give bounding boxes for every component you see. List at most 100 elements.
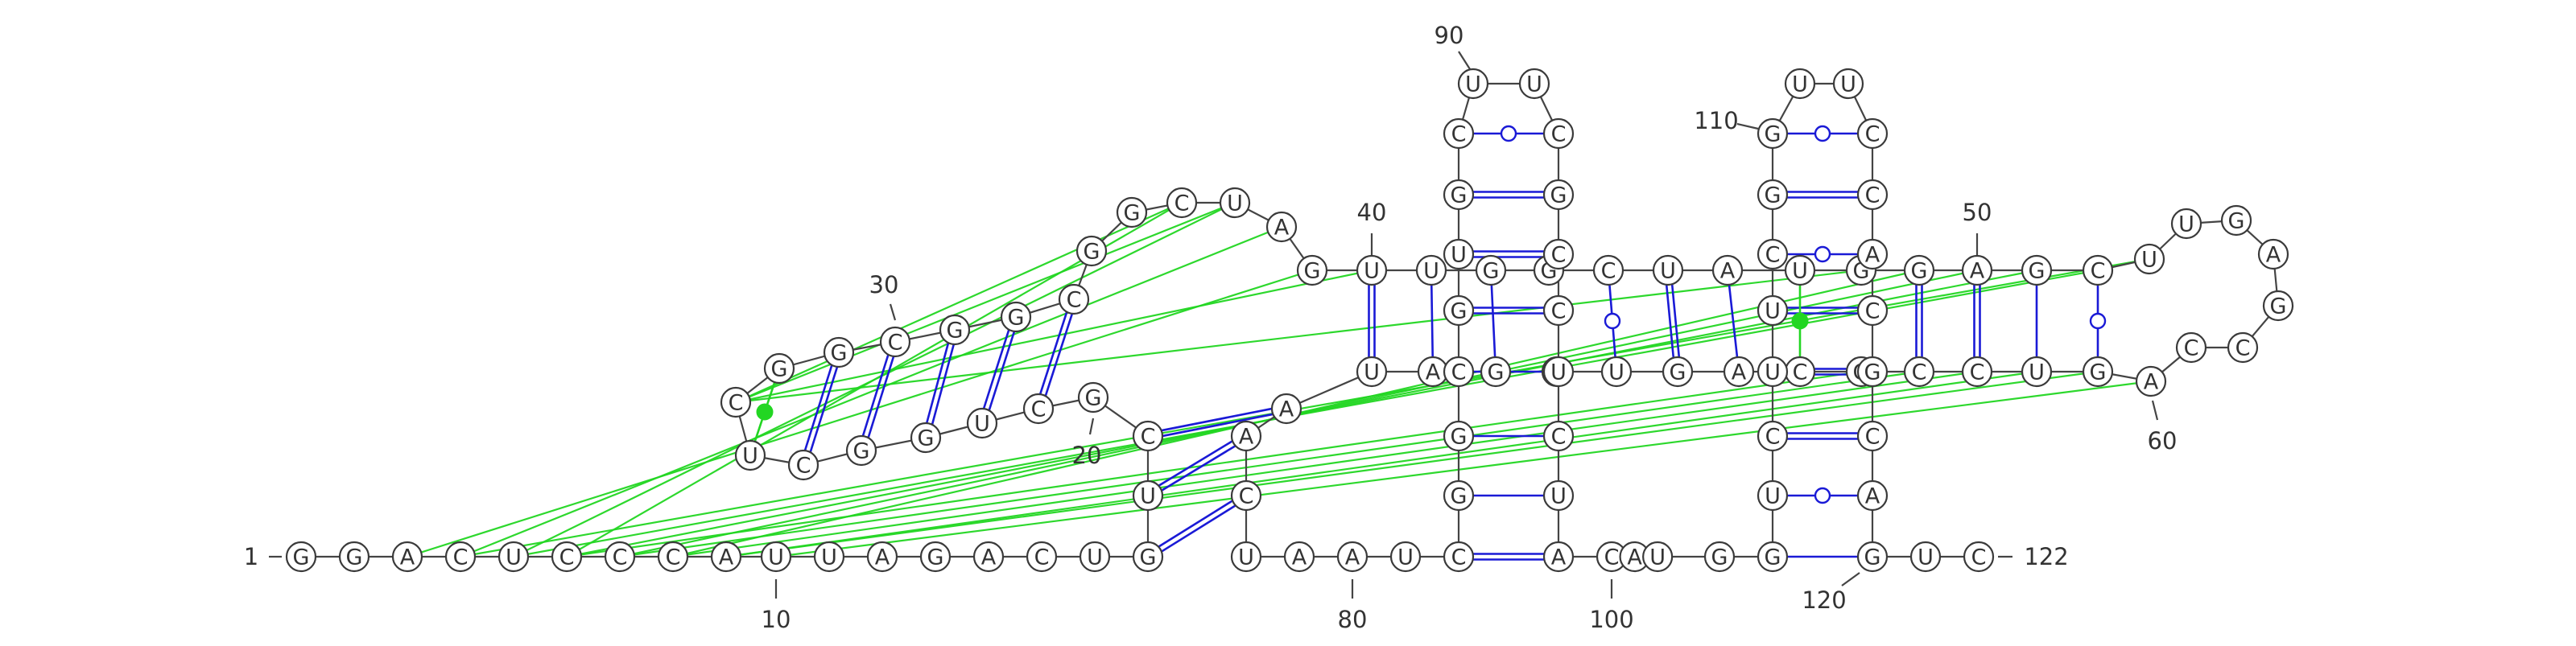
number-label-20: 20 [1072, 442, 1102, 469]
nucleotide-letter: A [1551, 545, 1567, 570]
nucleotide-letter: G [918, 426, 935, 451]
pseudoknot-27-36 [735, 201, 1183, 404]
nucleotide-letter: G [1911, 259, 1928, 284]
nucleotide-letter: U [1765, 360, 1781, 385]
nucleotide-61: G [2082, 356, 2114, 388]
nucleotide-circle [1757, 541, 1789, 573]
nucleotide-letter: C [1912, 360, 1927, 385]
nucleotide-circle [1443, 179, 1475, 211]
base-pair-45-68-b [1670, 284, 1681, 357]
nucleotide-5: U [497, 541, 530, 573]
nucleotide-57: G [2262, 290, 2294, 322]
number-label-40: 40 [1357, 199, 1387, 226]
nucleotide-17: G [1132, 541, 1164, 573]
nucleotide-circle [1642, 541, 1674, 573]
nucleotide-circle [497, 541, 530, 573]
nucleotide-circle [1856, 356, 1889, 388]
nucleotide-110: G [1757, 117, 1789, 150]
nucleotide-letter: A [1970, 259, 1985, 284]
nucleotide-circle [1711, 254, 1744, 286]
pseudoknot-9-61 [725, 370, 2099, 558]
nucleotide-18: U [1132, 479, 1164, 512]
nucleotide-circle [1356, 254, 1388, 286]
nucleotide-circle [1856, 420, 1889, 452]
nucleotide-circle [1443, 479, 1475, 512]
nucleotide-circle [1079, 541, 1111, 573]
nucleotide-circle [760, 541, 792, 573]
nucleotide-116: C [1856, 294, 1889, 327]
nucleotide-letter: C [1865, 122, 1880, 147]
nucleotide-91: C [1542, 117, 1575, 150]
nucleotide-circle [1296, 254, 1328, 286]
nucleotide-letter: G [1008, 306, 1025, 331]
nucleotide-circle [1856, 117, 1889, 150]
number-label-100: 100 [1589, 606, 1633, 633]
nucleotide-108: C [1757, 238, 1789, 270]
nucleotide-letter: U [974, 412, 990, 437]
nucleotide-circle [285, 541, 317, 573]
nucleotide-circle [1077, 381, 1109, 414]
nucleotide-38: A [1265, 211, 1298, 243]
nucleotide-letter: C [1604, 545, 1620, 570]
nucleotide-letter: U [506, 545, 522, 570]
nucleotide-113: C [1856, 117, 1889, 150]
nucleotide-117: G [1856, 356, 1889, 388]
nucleotide-60: A [2135, 365, 2167, 397]
nucleotide-circle [1356, 356, 1388, 388]
number-label-30: 30 [869, 271, 899, 298]
pseudoknot-6-65 [566, 370, 1862, 558]
nucleotide-circle [710, 541, 742, 573]
nucleotide-letter: G [346, 545, 363, 570]
tick-60 [2151, 400, 2159, 421]
nucleotide-letter: G [1550, 183, 1567, 208]
nucleotide-circle [2135, 365, 2167, 397]
nucleotide-32: G [1000, 301, 1032, 333]
nucleotide-circle [1542, 238, 1575, 270]
nucleotide-49: G [1903, 254, 1935, 286]
nucleotide-letter: G [1765, 545, 1781, 570]
nucleotide-53: U [2133, 243, 2165, 275]
nucleotide-circle [1219, 187, 1251, 219]
nucleotide-letter: G [771, 357, 788, 382]
nucleotide-letter: C [1551, 122, 1567, 147]
nucleotide-letter: G [1304, 259, 1321, 284]
nucleotide-circle [1166, 187, 1198, 219]
base-pair-52-61-wobble-mark [2089, 312, 2107, 330]
nucleotide-letter: G [293, 545, 310, 570]
nucleotide-circle [1961, 356, 1993, 388]
base-pair-45-68-a [1665, 285, 1675, 358]
nucleotide-circle [1652, 254, 1684, 286]
nucleotide-circle [2021, 254, 2053, 286]
nucleotide-letter: C [559, 545, 575, 570]
nucleotide-circle [1443, 238, 1475, 270]
nucleotide-circle [1757, 420, 1789, 452]
nucleotide-letter: U [1451, 243, 1467, 268]
nucleotide-8: C [657, 541, 689, 573]
nucleotide-3: A [391, 541, 423, 573]
nucleotide-72: A [1417, 356, 1449, 388]
nucleotide-letter: U [2029, 360, 2045, 385]
nucleotide-letter: G [2270, 294, 2287, 319]
nucleotide-circle [939, 314, 971, 346]
nucleotide-69: U [1600, 356, 1633, 388]
nucleotide-78: A [1283, 541, 1315, 573]
nucleotide-19: C [1132, 420, 1164, 452]
tick-120 [1841, 572, 1860, 586]
nucleotide-14: A [972, 541, 1005, 573]
nucleotide-letter: G [2090, 360, 2107, 385]
base-pair-41-72 [1430, 284, 1435, 358]
nucleotide-circle [1132, 541, 1164, 573]
number-label-10: 10 [762, 606, 791, 633]
nucleotide-circle [1757, 179, 1789, 211]
tick-110 [1736, 122, 1759, 130]
nucleotide-50: A [1961, 254, 1993, 286]
nucleotide-letter: G [1864, 545, 1881, 570]
nucleotide-11: U [813, 541, 845, 573]
nucleotide-letter: G [1451, 484, 1468, 509]
nucleotide-letter: A [2266, 243, 2281, 268]
base-pair-17-76-a [1161, 504, 1236, 553]
nucleotide-circle [1443, 356, 1475, 388]
nucleotide-letter: A [1865, 243, 1880, 268]
nucleotide-circle [1283, 541, 1315, 573]
nucleotide-115: A [1856, 238, 1889, 270]
